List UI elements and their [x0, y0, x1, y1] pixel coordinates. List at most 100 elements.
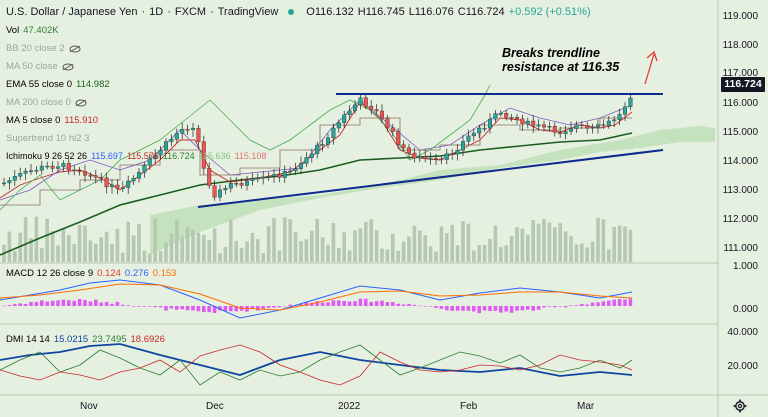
- volume-bar: [315, 218, 319, 262]
- symbol-name[interactable]: U.S. Dollar / Japanese Yen: [6, 6, 138, 18]
- volume-bar: [164, 242, 168, 262]
- macd-bar: [110, 303, 114, 306]
- legend-vol[interactable]: Vol 47.402K: [6, 25, 59, 36]
- volume-bar: [153, 218, 157, 262]
- volume-bar: [499, 247, 503, 262]
- candle-body: [363, 97, 368, 107]
- candle-body: [358, 97, 363, 106]
- volume-bar: [434, 251, 438, 262]
- macd-bar: [445, 306, 449, 311]
- arrow-up-icon: [644, 50, 658, 85]
- interval[interactable]: 1D: [149, 6, 164, 18]
- legend-ma50[interactable]: MA 50 close: [6, 61, 74, 72]
- candle-body: [261, 176, 266, 179]
- volume-bar: [99, 237, 103, 262]
- candle-body: [29, 170, 34, 173]
- candle-body: [77, 170, 82, 172]
- time-tick: Mar: [577, 401, 595, 412]
- macd-bar: [358, 298, 363, 306]
- time-tick: 2022: [338, 401, 361, 412]
- eye-icon[interactable]: [62, 63, 74, 71]
- legend-macd[interactable]: MACD 12 26 close 9 0.124 0.276 0.153: [6, 268, 177, 279]
- macd-bar: [153, 306, 157, 308]
- price-tick: 114.000: [722, 156, 758, 167]
- legend-bb[interactable]: BB 20 close 2: [6, 43, 81, 54]
- macd-bar: [590, 302, 595, 306]
- candle-body: [61, 163, 66, 168]
- volume-bar: [245, 241, 249, 262]
- macd-bar: [439, 306, 444, 309]
- last-price-label: 116.724: [721, 77, 765, 92]
- candle-body: [331, 127, 336, 138]
- ohlc-change: +0.592 (+0.51%): [508, 6, 591, 18]
- volume-bar: [423, 235, 427, 262]
- volume-bar: [445, 233, 449, 262]
- macd-bar: [607, 300, 611, 306]
- candle-body: [142, 164, 147, 173]
- volume-bar: [547, 222, 552, 262]
- legend-ema55[interactable]: EMA 55 close 0 114.982: [6, 79, 110, 90]
- volume-bar: [50, 231, 55, 262]
- candle-body: [493, 113, 498, 120]
- macd-bar: [396, 303, 400, 306]
- macd-bar: [212, 306, 217, 313]
- candle-body: [401, 144, 406, 149]
- candle-body: [163, 141, 168, 151]
- volume-bar: [342, 232, 346, 262]
- macd-bar: [250, 306, 255, 309]
- candle-body: [185, 129, 190, 131]
- legend-ichimoku[interactable]: Ichimoku 9 26 52 26 115.697 115.576 116.…: [6, 151, 267, 161]
- macd-bar: [310, 302, 314, 306]
- macd-bar: [407, 303, 411, 306]
- macd-bar: [67, 300, 71, 306]
- macd-bar: [526, 306, 530, 310]
- macd-bar: [596, 302, 600, 306]
- macd-bar: [423, 306, 427, 307]
- macd-bar: [169, 306, 174, 309]
- volume-bar: [288, 219, 292, 262]
- volume-bar: [94, 243, 98, 262]
- candle-body: [282, 170, 287, 178]
- candle-body: [126, 180, 131, 188]
- candle-body: [45, 165, 50, 168]
- volume-bar: [385, 249, 390, 262]
- candle-body: [234, 183, 239, 185]
- legend-ma5[interactable]: MA 5 close 0 115.910: [6, 115, 99, 126]
- volume-bar: [574, 244, 579, 262]
- macd-bar: [72, 300, 76, 306]
- candle-body: [174, 133, 179, 140]
- candle-body: [299, 163, 304, 169]
- volume-bar: [488, 238, 492, 262]
- candle-body: [380, 110, 385, 119]
- candle-body: [66, 163, 71, 171]
- macd-bar: [617, 299, 622, 306]
- macd-signal: [0, 283, 633, 311]
- volume-bar: [277, 250, 282, 262]
- price-tick: 111.000: [723, 243, 758, 254]
- candle-body: [272, 174, 277, 177]
- legend-supertrend[interactable]: Supertrend 10 hl2 3: [6, 133, 90, 144]
- candle-body: [228, 183, 233, 189]
- candle-body: [153, 154, 158, 160]
- eye-icon[interactable]: [75, 99, 87, 107]
- volume-bar: [461, 221, 465, 262]
- volume-bar: [585, 247, 589, 262]
- settings-icon[interactable]: [733, 399, 747, 413]
- volume-bar: [590, 241, 595, 262]
- macd-bar: [612, 299, 616, 306]
- volume-bar: [142, 250, 147, 262]
- macd-bar: [380, 300, 384, 306]
- volume-bar: [569, 236, 573, 262]
- macd-bar: [542, 306, 546, 308]
- bb-line: [0, 99, 633, 201]
- candle-body: [596, 124, 601, 128]
- eye-icon[interactable]: [69, 45, 81, 53]
- legend-dmi[interactable]: DMI 14 14 15.0215 23.7495 18.6926: [6, 334, 165, 345]
- candle-body: [23, 170, 28, 174]
- candle-body: [315, 144, 320, 155]
- legend-ma200[interactable]: MA 200 close 0: [6, 97, 87, 108]
- volume-bar: [61, 228, 66, 262]
- volume-bar: [374, 230, 379, 262]
- volume-bar: [299, 241, 303, 262]
